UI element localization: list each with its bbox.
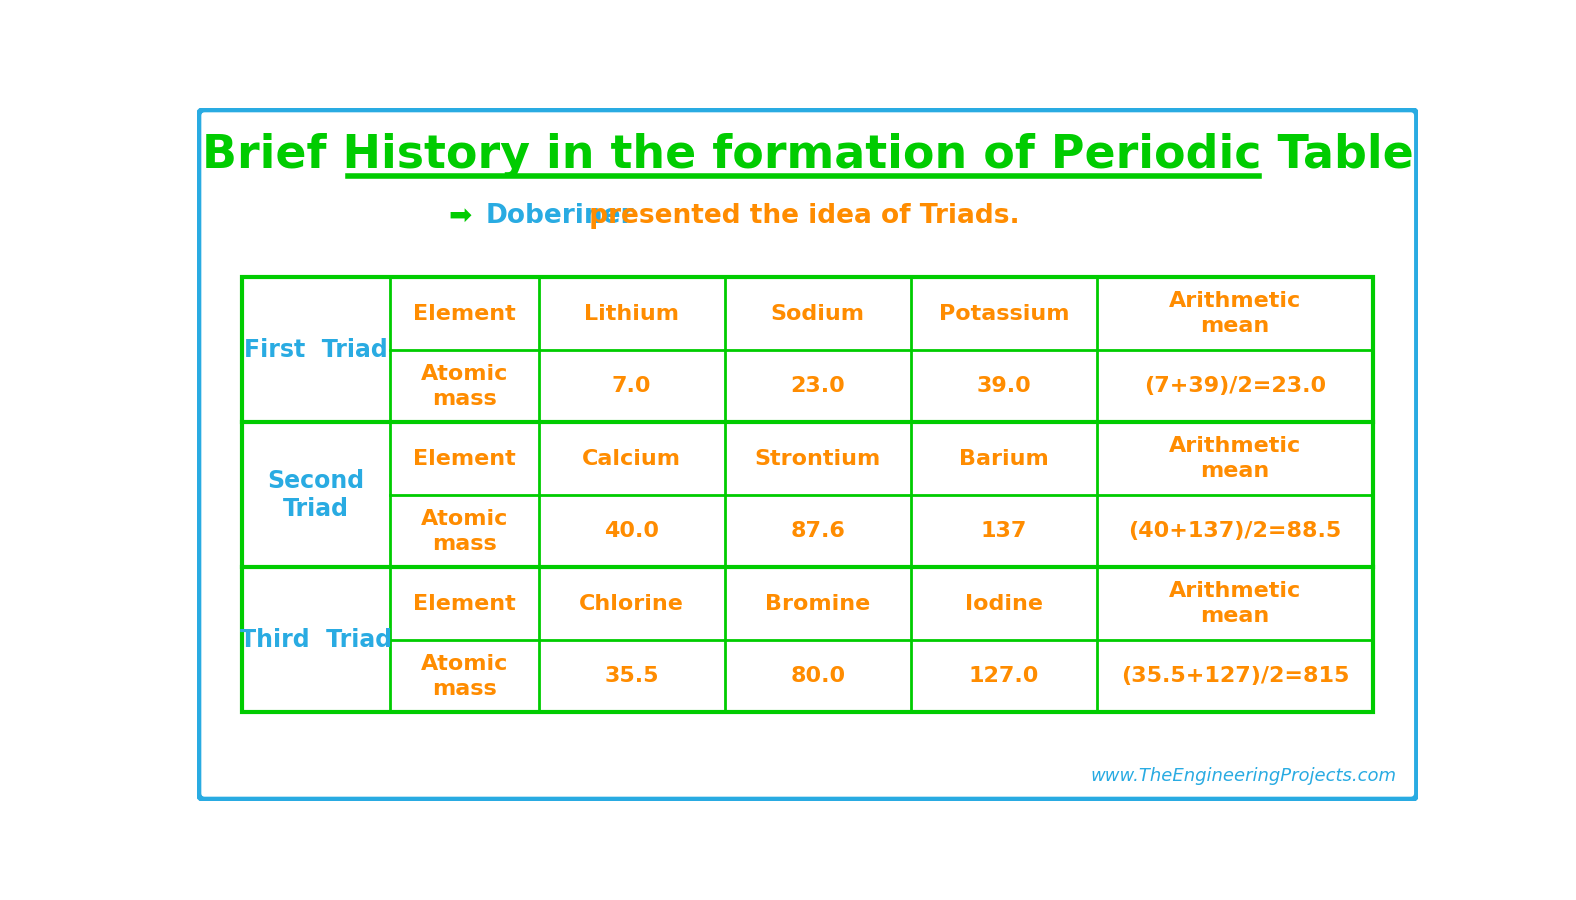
Text: (40+137)/2=88.5: (40+137)/2=88.5: [1128, 521, 1341, 541]
Text: 137: 137: [980, 521, 1028, 541]
Text: Element: Element: [413, 594, 515, 614]
Text: Doberiner: Doberiner: [485, 202, 634, 229]
Text: Element: Element: [413, 449, 515, 469]
Text: Atomic
mass: Atomic mass: [421, 508, 507, 554]
Text: 35.5: 35.5: [605, 666, 659, 686]
Text: 39.0: 39.0: [977, 376, 1031, 396]
Text: Element: Element: [413, 303, 515, 324]
Text: Arithmetic
mean: Arithmetic mean: [1169, 581, 1302, 626]
Text: Potassium: Potassium: [939, 303, 1069, 324]
Text: Atomic
mass: Atomic mass: [421, 653, 507, 698]
Text: Arithmetic
mean: Arithmetic mean: [1169, 436, 1302, 482]
Text: 87.6: 87.6: [790, 521, 845, 541]
Text: Atomic
mass: Atomic mass: [421, 364, 507, 409]
Text: 40.0: 40.0: [604, 521, 659, 541]
Text: Lithium: Lithium: [585, 303, 679, 324]
Text: (35.5+127)/2=815: (35.5+127)/2=815: [1121, 666, 1349, 686]
FancyBboxPatch shape: [199, 110, 1417, 799]
Text: Brief History in the formation of Periodic Table: Brief History in the formation of Period…: [202, 133, 1414, 178]
Text: 7.0: 7.0: [611, 376, 651, 396]
Text: 127.0: 127.0: [969, 666, 1039, 686]
Text: Second
Triad: Second Triad: [268, 469, 364, 521]
Text: 80.0: 80.0: [790, 666, 845, 686]
Text: Calcium: Calcium: [582, 449, 681, 469]
Text: Bromine: Bromine: [764, 594, 870, 614]
Text: Strontium: Strontium: [755, 449, 881, 469]
Bar: [243, 277, 1373, 713]
Text: Sodium: Sodium: [771, 303, 865, 324]
Text: (7+39)/2=23.0: (7+39)/2=23.0: [1144, 376, 1327, 396]
Text: Third  Triad: Third Triad: [240, 628, 392, 652]
Text: Iodine: Iodine: [965, 594, 1043, 614]
Text: ➡: ➡: [449, 202, 473, 230]
Text: Barium: Barium: [958, 449, 1048, 469]
Text: Chlorine: Chlorine: [580, 594, 684, 614]
Text: presented the idea of Triads.: presented the idea of Triads.: [580, 202, 1020, 229]
Text: 23.0: 23.0: [791, 376, 845, 396]
Text: Arithmetic
mean: Arithmetic mean: [1169, 292, 1302, 336]
Text: www.TheEngineeringProjects.com: www.TheEngineeringProjects.com: [1091, 768, 1396, 786]
Text: First  Triad: First Triad: [244, 338, 388, 362]
